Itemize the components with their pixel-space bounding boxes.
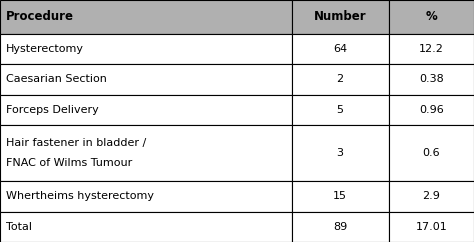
Text: Whertheims hysterectomy: Whertheims hysterectomy (6, 191, 154, 201)
Bar (389, 212, 474, 242)
Text: 0.38: 0.38 (419, 74, 444, 84)
Text: Caesarian Section: Caesarian Section (6, 74, 107, 84)
Bar (0, 34, 292, 64)
Bar (292, 34, 389, 64)
Bar (389, 64, 474, 95)
Bar (292, 95, 389, 125)
Text: 15: 15 (333, 191, 347, 201)
Bar (0, 212, 292, 242)
Bar (292, 64, 389, 95)
Text: Hair fastener in bladder /: Hair fastener in bladder / (6, 138, 146, 148)
Text: Hysterectomy: Hysterectomy (6, 44, 84, 54)
Bar (292, 212, 389, 242)
Text: %: % (426, 10, 437, 23)
Bar (0, 0, 292, 34)
Text: FNAC of Wilms Tumour: FNAC of Wilms Tumour (6, 158, 132, 168)
Text: 12.2: 12.2 (419, 44, 444, 54)
Bar (292, 125, 389, 181)
Bar (292, 0, 389, 34)
Bar (292, 181, 389, 212)
Text: 0.6: 0.6 (422, 148, 440, 158)
Text: 64: 64 (333, 44, 347, 54)
Bar (389, 95, 474, 125)
Text: 89: 89 (333, 222, 347, 232)
Text: 2: 2 (337, 74, 344, 84)
Text: Number: Number (314, 10, 366, 23)
Text: 2.9: 2.9 (422, 191, 440, 201)
Bar (0, 64, 292, 95)
Text: 17.01: 17.01 (416, 222, 447, 232)
Text: Total: Total (6, 222, 32, 232)
Bar (389, 0, 474, 34)
Bar (389, 34, 474, 64)
Bar (389, 125, 474, 181)
Text: 0.96: 0.96 (419, 105, 444, 115)
Text: Forceps Delivery: Forceps Delivery (6, 105, 99, 115)
Bar (0, 181, 292, 212)
Bar (0, 95, 292, 125)
Text: 5: 5 (337, 105, 344, 115)
Bar (0, 125, 292, 181)
Text: 3: 3 (337, 148, 344, 158)
Text: Procedure: Procedure (6, 10, 73, 23)
Bar (389, 181, 474, 212)
